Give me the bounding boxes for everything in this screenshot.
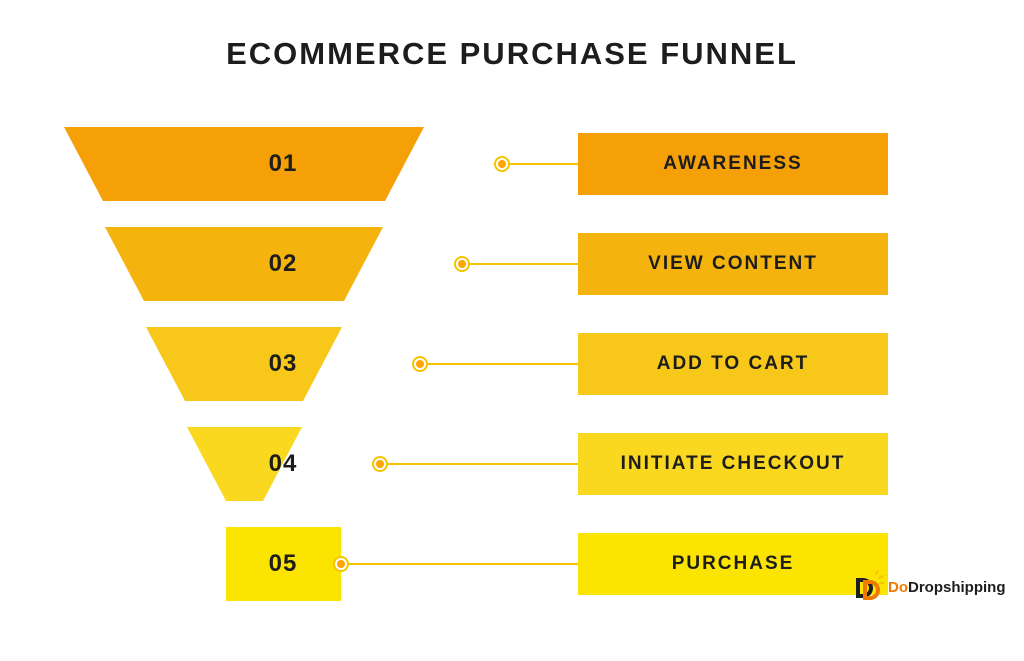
connector-line [468, 263, 579, 265]
connector-2 [454, 227, 579, 301]
connector-line [347, 563, 579, 565]
stage-label-2: VIEW CONTENT [578, 233, 888, 295]
logo-text-do: Do [888, 579, 908, 596]
funnel-stage-4: 04 INITIATE CHECKOUT [0, 427, 1024, 501]
stage-number-2: 02 [105, 250, 462, 278]
connector-line [508, 163, 578, 165]
logo-text: DoDropshipping [888, 579, 1006, 596]
logo-mark-icon [850, 570, 884, 604]
logo-text-drop: Dropshipping [908, 579, 1006, 596]
connector-5 [333, 527, 579, 601]
stage-number-4: 04 [187, 450, 380, 478]
stage-label-5: PURCHASE [578, 533, 888, 595]
stage-number-5: 05 [226, 550, 341, 578]
connector-line [386, 463, 579, 465]
stage-number-1: 01 [64, 150, 502, 178]
funnel-stage-3: 03 ADD TO CART [0, 327, 1024, 401]
brand-logo: DoDropshipping [850, 570, 1006, 604]
connector-3 [412, 327, 578, 401]
stage-number-3: 03 [146, 350, 420, 378]
page-title: ECOMMERCE PURCHASE FUNNEL [0, 36, 1024, 72]
connector-4 [372, 427, 579, 501]
connector-1 [494, 127, 578, 201]
connector-line [426, 363, 578, 365]
stage-label-3: ADD TO CART [578, 333, 888, 395]
funnel-stage-2: 02 VIEW CONTENT [0, 227, 1024, 301]
stage-label-1: AWARENESS [578, 133, 888, 195]
stage-label-4: INITIATE CHECKOUT [578, 433, 888, 495]
funnel-stage-1: 01 AWARENESS [0, 127, 1024, 201]
